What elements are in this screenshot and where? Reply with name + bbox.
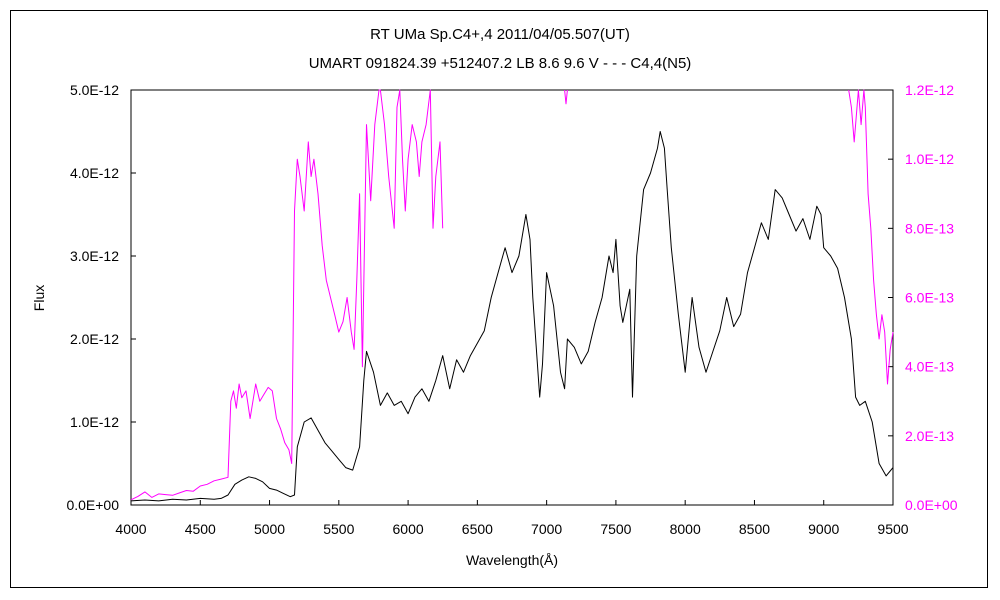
black-spectrum-line-0 [130, 131, 894, 502]
x-tick-label: 5000 [254, 521, 285, 537]
y-right-tick-label: 1.2E-12 [905, 82, 954, 98]
plot-area [130, 89, 894, 506]
chart-title: RT UMa Sp.C4+,4 2011/04/05.507(UT) [370, 26, 630, 43]
y-right-tick-label: 2.0E-13 [905, 428, 954, 444]
magenta-spectrum-line-1 [130, 89, 444, 501]
x-tick-label: 8500 [739, 521, 770, 537]
y-left-tick-label: 4.0E-12 [70, 165, 119, 181]
y-left-tick-label: 2.0E-12 [70, 331, 119, 347]
x-tick-label: 7500 [600, 521, 631, 537]
y-axis-left: 0.0E+00 1.0E-12 2.0E-12 3.0E-12 4.0E-12 5.0E-… [66, 82, 136, 513]
x-tick-label: 9000 [808, 521, 839, 537]
y-left-tick-label: 0.0E+00 [66, 497, 119, 513]
x-tick-label: 7000 [531, 521, 562, 537]
y-left-tick-label: 1.0E-12 [70, 414, 119, 430]
y-left-tick-label: 3.0E-12 [70, 248, 119, 264]
series-group [130, 89, 894, 502]
x-tick-label: 6500 [462, 521, 493, 537]
y-right-tick-label: 8.0E-13 [905, 220, 954, 236]
x-tick-label: 4000 [115, 521, 146, 537]
x-tick-label: 4500 [185, 521, 216, 537]
x-tick-label: 8000 [670, 521, 701, 537]
y-right-tick-label: 0.0E+00 [905, 497, 958, 513]
x-axis: 4000 4500 5000 5500 6000 6500 7000 7500 8000 8500… [115, 500, 909, 537]
y-right-tick-label: 6.0E-13 [905, 290, 954, 306]
chart-frame [10, 10, 988, 588]
y-right-tick-label: 1.0E-12 [905, 151, 954, 167]
x-axis-label: Wavelength(Å) [466, 552, 558, 568]
magenta-spectrum-line-2 [564, 89, 568, 105]
x-tick-label: 5500 [323, 521, 354, 537]
y-right-tick-label: 4.0E-13 [905, 359, 954, 375]
y-axis-label: Flux [31, 285, 47, 311]
y-axis-right: 0.0E+00 2.0E-13 4.0E-13 6.0E-13 8.0E-13 1.0E-… [888, 82, 958, 513]
chart-subtitle: UMART 091824.39 +512407.2 LB 8.6 9.6 V -… [308, 55, 692, 72]
x-tick-label: 6000 [393, 521, 424, 537]
y-left-tick-label: 5.0E-12 [70, 82, 119, 98]
x-tick-label: 9500 [877, 521, 908, 537]
magenta-spectrum-line-3 [848, 89, 894, 385]
